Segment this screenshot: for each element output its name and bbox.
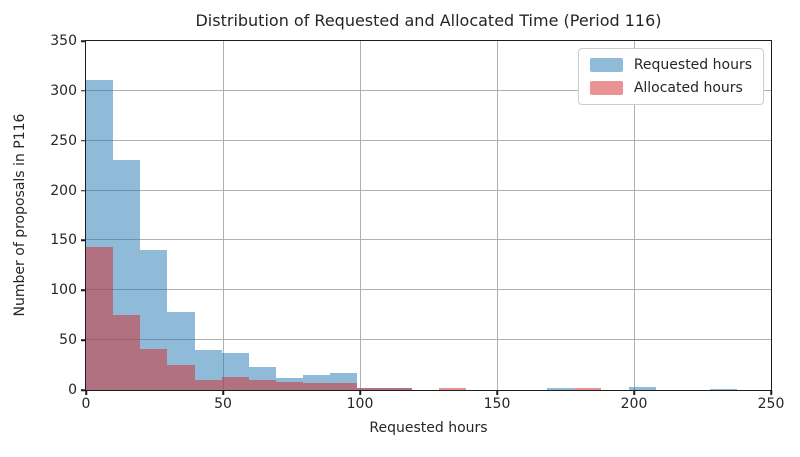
gridline <box>86 139 771 141</box>
y-tick-label: 0 <box>68 382 77 398</box>
gridline <box>223 41 224 390</box>
histogram-bar <box>221 377 249 390</box>
y-tick-label: 100 <box>50 282 77 299</box>
histogram-bar <box>384 388 412 390</box>
histogram-bar <box>628 387 656 390</box>
x-tick-label: 150 <box>483 396 511 412</box>
x-axis-label: Requested hours <box>369 420 488 436</box>
histogram-bar <box>275 382 303 390</box>
histogram-bar <box>438 388 466 390</box>
y-tick-label: 200 <box>50 182 77 199</box>
histogram-bar <box>248 380 276 390</box>
histogram-bar <box>303 383 331 390</box>
gridline <box>86 289 771 291</box>
tick-mark <box>222 390 224 395</box>
x-tick-label: 100 <box>346 396 374 412</box>
tick-mark <box>81 389 86 391</box>
legend: Requested hours Allocated hours <box>577 48 764 105</box>
gridline <box>86 239 771 241</box>
tick-mark <box>81 90 86 92</box>
x-tick-label: 200 <box>620 396 648 412</box>
gridline <box>86 339 771 341</box>
y-tick-label: 250 <box>50 132 77 149</box>
histogram-bar <box>330 383 358 390</box>
legend-entry-requested: Requested hours <box>589 57 752 73</box>
histogram-bar <box>167 365 195 390</box>
tick-mark <box>633 390 635 395</box>
chart-title: Distribution of Requested and Allocated … <box>195 11 662 30</box>
plot-area: Requested hours Allocated hours 0 50 100 15… <box>50 33 784 412</box>
tick-mark <box>496 390 498 395</box>
histogram-bar <box>709 389 738 390</box>
tick-mark <box>81 289 86 292</box>
histogram-bar <box>547 388 575 390</box>
tick-mark <box>81 239 86 242</box>
legend-swatch <box>589 58 623 72</box>
tick-mark <box>770 390 772 395</box>
legend-label: Allocated hours <box>633 80 743 96</box>
gridline <box>86 89 771 91</box>
tick-mark <box>81 189 86 192</box>
legend-entry-allocated: Allocated hours <box>589 80 752 96</box>
histogram-bar <box>86 247 114 390</box>
y-tick-label: 300 <box>50 82 77 99</box>
tick-mark <box>359 390 361 395</box>
x-tick-label: 50 <box>214 396 232 412</box>
x-tick-label: 250 <box>757 396 785 412</box>
gridline <box>634 41 635 390</box>
y-tick-label: 350 <box>50 33 77 49</box>
histogram-bar <box>357 388 385 390</box>
legend-label: Requested hours <box>633 57 752 73</box>
series-layer <box>86 41 771 390</box>
gridline <box>360 41 361 390</box>
legend-swatch <box>589 81 623 95</box>
histogram-bar <box>574 388 602 390</box>
tick-mark <box>81 139 86 142</box>
histogram-bar <box>113 315 141 390</box>
y-axis-label: Number of proposals in P116 <box>12 113 28 317</box>
histogram-bar <box>194 380 222 390</box>
gridline <box>86 189 771 191</box>
gridline <box>497 41 498 390</box>
x-tick-label: 0 <box>81 396 91 412</box>
tick-mark <box>81 40 86 42</box>
histogram-bar <box>140 349 168 390</box>
tick-mark <box>85 390 87 395</box>
tick-mark <box>81 339 86 341</box>
y-tick-label: 50 <box>59 332 77 349</box>
y-tick-label: 150 <box>50 232 77 249</box>
